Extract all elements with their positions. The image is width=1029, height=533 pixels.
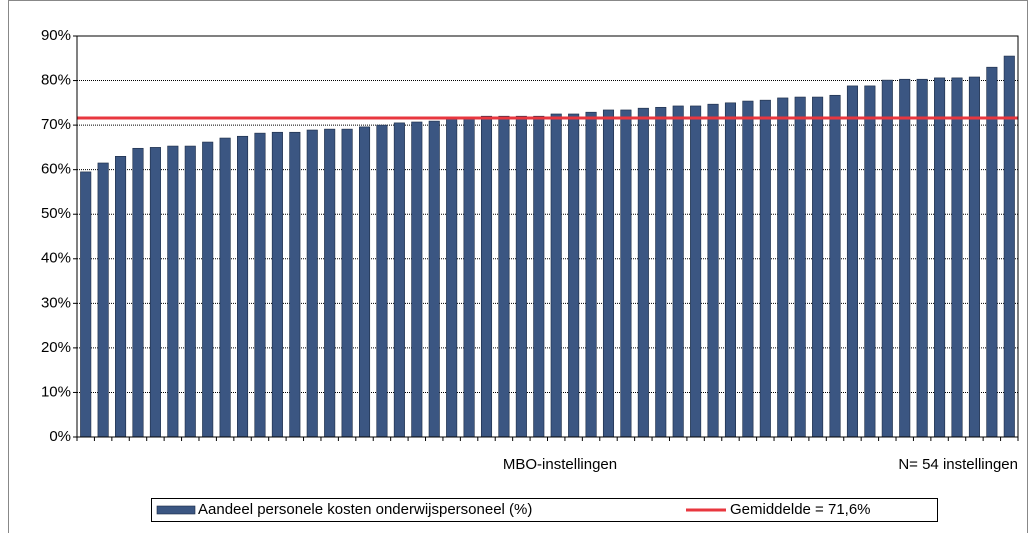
y-tick-label: 10%: [41, 383, 71, 400]
bar: [289, 131, 301, 438]
bar: [237, 135, 249, 438]
x-axis-label: MBO-instellingen: [503, 456, 617, 473]
legend-swatch: [156, 505, 196, 515]
y-tick-label: 80%: [41, 72, 71, 89]
bar: [690, 105, 702, 438]
bar: [324, 128, 336, 438]
bar: [742, 100, 754, 438]
bar: [620, 109, 632, 438]
bar: [80, 171, 92, 438]
legend-label: Aandeel personele kosten onderwijsperson…: [198, 501, 532, 518]
bar: [132, 147, 144, 438]
bar: [480, 115, 493, 438]
bar: [672, 105, 684, 438]
bar: [271, 131, 283, 438]
bar: [864, 85, 876, 438]
chart-frame: [8, 0, 1028, 533]
bar: [515, 115, 527, 438]
bar: [655, 106, 667, 438]
bar: [550, 113, 562, 438]
plot-frame: [76, 35, 1019, 438]
y-tick-label: 0%: [49, 428, 71, 445]
bar: [393, 122, 405, 438]
bar: [812, 96, 824, 438]
bar: [794, 96, 806, 438]
bar: [463, 117, 475, 438]
bar: [97, 162, 109, 438]
bar: [602, 109, 615, 438]
bar: [881, 79, 893, 438]
legend-label: Gemiddelde = 71,6%: [730, 501, 871, 518]
bar: [358, 126, 371, 438]
bar: [846, 85, 858, 438]
bar: [899, 78, 911, 438]
y-tick-label: 50%: [41, 205, 71, 222]
bar: [724, 102, 737, 438]
bar: [986, 66, 998, 438]
legend-box: [151, 498, 938, 522]
bar: [254, 132, 266, 438]
bar: [446, 118, 458, 438]
bar: [115, 156, 127, 438]
bar: [951, 77, 963, 438]
bar: [637, 107, 649, 438]
bar: [968, 76, 980, 438]
y-tick-label: 30%: [41, 294, 71, 311]
y-tick-label: 90%: [41, 27, 71, 44]
bar: [533, 115, 545, 438]
bar: [202, 141, 214, 438]
bar: [916, 78, 928, 438]
bar: [341, 128, 353, 438]
bar: [219, 137, 231, 438]
bar: [1003, 55, 1015, 438]
bar: [585, 111, 597, 438]
annotation: N= 54 instellingen: [898, 456, 1018, 473]
bar: [306, 129, 318, 438]
y-tick-label: 40%: [41, 250, 71, 267]
y-tick-label: 70%: [41, 116, 71, 133]
bar: [498, 115, 510, 438]
bar: [428, 120, 440, 438]
bar: [149, 147, 161, 438]
bar: [568, 113, 580, 438]
bar: [777, 97, 789, 438]
y-tick-label: 60%: [41, 161, 71, 178]
bar: [167, 145, 179, 438]
bar: [934, 77, 946, 438]
bar: [411, 121, 423, 438]
bar: [829, 94, 841, 438]
bar: [184, 145, 196, 438]
bar: [759, 99, 771, 438]
bar: [376, 124, 388, 438]
bar: [707, 103, 719, 438]
y-tick-label: 20%: [41, 339, 71, 356]
